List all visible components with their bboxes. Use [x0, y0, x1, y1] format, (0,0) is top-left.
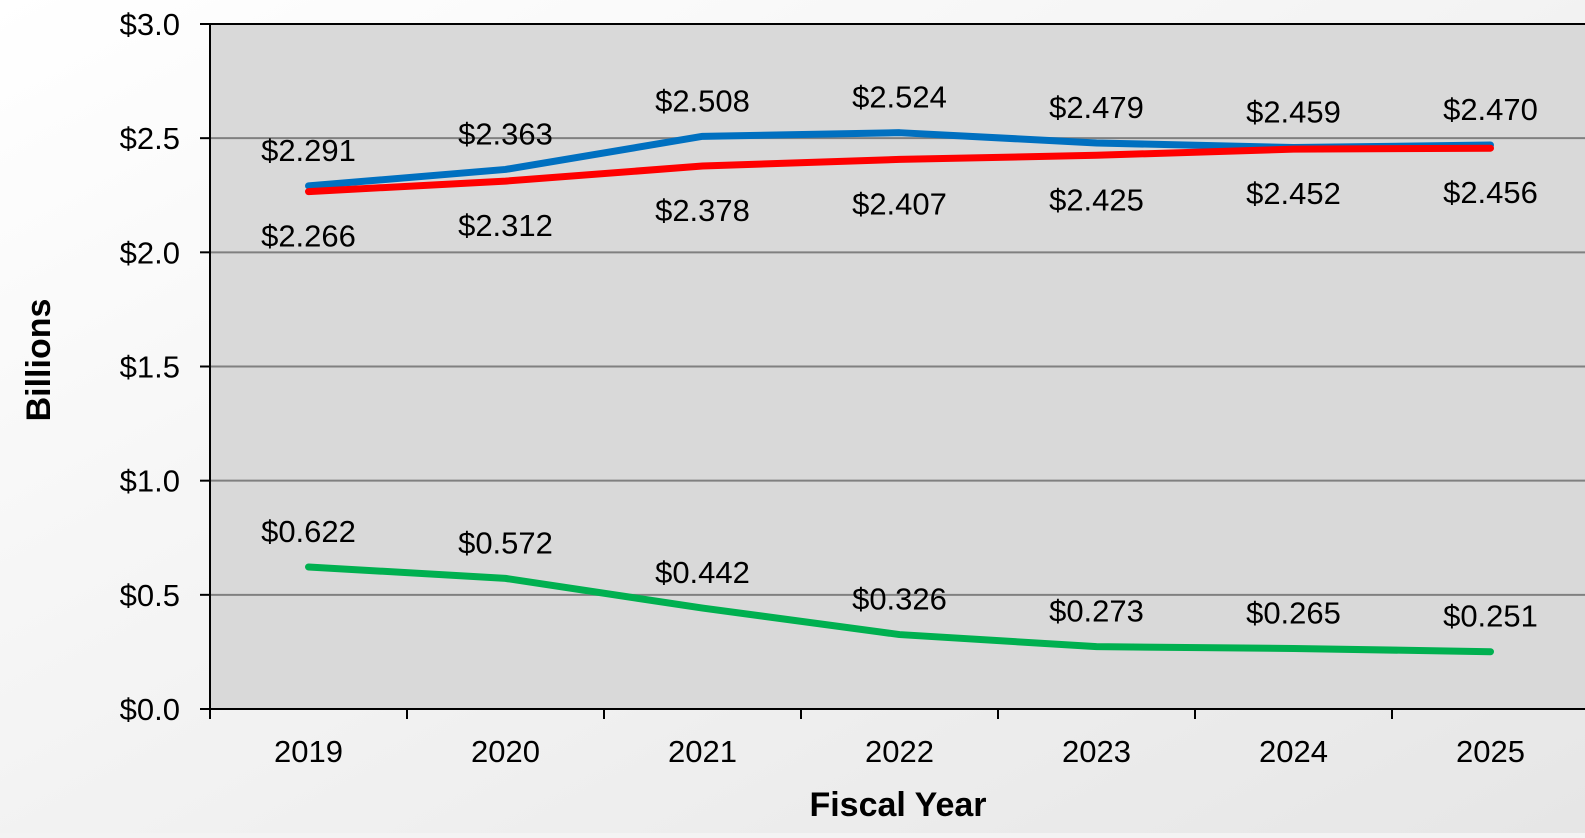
- y-tick-label-0: $0.0: [120, 692, 180, 727]
- data-label-s0-2020: $2.363: [458, 116, 553, 151]
- x-tick-label-2019: 2019: [274, 734, 343, 769]
- y-tick-label-4: $2.0: [120, 235, 180, 270]
- y-tick-label-3: $1.5: [120, 350, 180, 385]
- x-axis-title: Fiscal Year: [809, 786, 986, 824]
- x-tick-label-2025: 2025: [1456, 734, 1525, 769]
- y-tick-label-6: $3.0: [120, 7, 180, 42]
- x-tick-label-2021: 2021: [668, 734, 737, 769]
- data-label-s2-2022: $0.326: [852, 582, 947, 617]
- x-tick-label-2022: 2022: [865, 734, 934, 769]
- x-tick-label-2023: 2023: [1062, 734, 1131, 769]
- data-label-s1-2023: $2.425: [1049, 182, 1144, 217]
- axes: $0.0 $0.5 $1.0 $1.5 $2.0 $2.5 $3.0 2019 2020 2021…: [120, 7, 1585, 769]
- x-tick-label-2024: 2024: [1259, 734, 1328, 769]
- data-label-s2-2021: $0.442: [655, 555, 750, 590]
- series-line-2: [305, 563, 1494, 656]
- data-label-s0-2023: $2.479: [1049, 90, 1144, 125]
- data-label-s0-2021: $2.508: [655, 83, 750, 118]
- data-label-s0-2022: $2.524: [852, 80, 947, 115]
- series-line-1: [305, 144, 1494, 196]
- data-labels: $2.291 $2.363 $2.508 $2.524 $2.479 $2.459 $2.4…: [261, 80, 1538, 634]
- data-label-s1-2024: $2.452: [1246, 176, 1341, 211]
- series-lines: [305, 129, 1494, 656]
- data-label-s2-2025: $0.251: [1443, 599, 1538, 634]
- data-label-s1-2025: $2.456: [1443, 175, 1538, 210]
- data-label-s1-2021: $2.378: [655, 193, 750, 228]
- data-label-s0-2019: $2.291: [261, 133, 356, 168]
- data-label-s0-2025: $2.470: [1443, 92, 1538, 127]
- y-tick-label-2: $1.0: [120, 464, 180, 499]
- data-label-s2-2024: $0.265: [1246, 595, 1341, 630]
- data-label-s2-2020: $0.572: [458, 525, 553, 560]
- x-tick-label-2020: 2020: [471, 734, 540, 769]
- data-label-s0-2024: $2.459: [1246, 95, 1341, 130]
- data-label-s1-2019: $2.266: [261, 219, 356, 254]
- data-label-s2-2019: $0.622: [261, 514, 356, 549]
- data-label-s1-2022: $2.407: [852, 186, 947, 221]
- data-label-s1-2020: $2.312: [458, 208, 553, 243]
- data-label-s2-2023: $0.273: [1049, 594, 1144, 629]
- y-axis-title: Billions: [20, 299, 58, 422]
- gridlines: [210, 23, 1585, 596]
- y-tick-label-5: $2.5: [120, 121, 180, 156]
- y-tick-label-1: $0.5: [120, 578, 180, 613]
